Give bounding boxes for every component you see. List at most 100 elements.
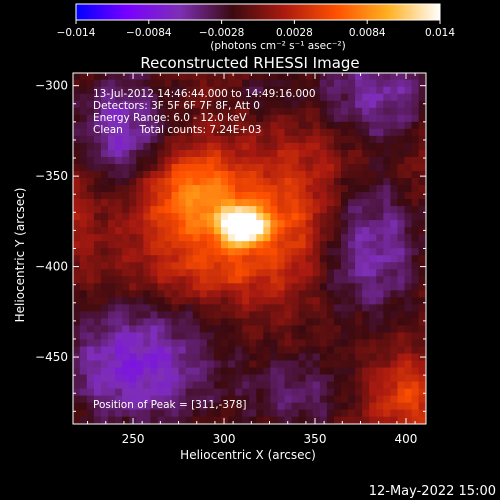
- heatmap-cell: [122, 353, 130, 362]
- heatmap-cell: [206, 163, 215, 172]
- heatmap-cell: [397, 311, 406, 319]
- heatmap-cell: [319, 276, 328, 284]
- heatmap-cell: [277, 79, 286, 88]
- heatmap-cell: [220, 388, 229, 397]
- heatmap-cell: [312, 170, 321, 179]
- heatmap-cell: [73, 374, 81, 383]
- heatmap-cell: [150, 163, 159, 172]
- heatmap-cell: [256, 360, 264, 369]
- heatmap-cell: [157, 325, 166, 334]
- heatmap-cell: [86, 381, 95, 390]
- heatmap-cell: [263, 248, 271, 256]
- heatmap-cell: [376, 409, 384, 418]
- heatmap-cell: [115, 283, 123, 291]
- heatmap-cell: [291, 121, 300, 130]
- heatmap-cell: [100, 170, 109, 179]
- heatmap-cell: [340, 73, 349, 81]
- heatmap-cell: [249, 128, 257, 137]
- heatmap-cell: [228, 220, 236, 228]
- heatmap-cell: [242, 163, 250, 172]
- heatmap-cell: [213, 297, 222, 305]
- heatmap-cell: [192, 192, 201, 200]
- heatmap-cell: [235, 100, 243, 109]
- heatmap-cell: [129, 149, 137, 158]
- heatmap-cell: [178, 276, 187, 284]
- heatmap-cell: [157, 283, 166, 291]
- heatmap-cell: [122, 121, 130, 130]
- heatmap-cell: [185, 388, 194, 397]
- heatmap-cell: [390, 332, 399, 341]
- heatmap-cell: [157, 93, 166, 102]
- heatmap-cell: [178, 325, 187, 334]
- heatmap-cell: [157, 318, 166, 327]
- heatmap-cell: [242, 79, 250, 88]
- heatmap-cell: [277, 192, 286, 200]
- heatmap-cell: [86, 121, 95, 130]
- heatmap-cell: [108, 297, 116, 305]
- heatmap-cell: [220, 395, 229, 404]
- heatmap-cell: [284, 114, 293, 123]
- heatmap-cell: [235, 248, 243, 256]
- heatmap-cell: [206, 170, 215, 179]
- heatmap-cell: [143, 121, 151, 130]
- heatmap-cell: [228, 163, 236, 172]
- heatmap-cell: [199, 339, 208, 348]
- heatmap-cell: [164, 156, 173, 165]
- heatmap-cell: [79, 170, 88, 179]
- heatmap-cell: [164, 262, 173, 270]
- heatmap-cell: [411, 121, 420, 130]
- heatmap-cell: [348, 290, 356, 298]
- heatmap-cell: [206, 276, 215, 284]
- heatmap-cell: [256, 93, 264, 102]
- heatmap-cell: [185, 227, 194, 235]
- heatmap-cell: [397, 149, 406, 158]
- heatmap-cell: [277, 86, 286, 95]
- heatmap-cell: [150, 199, 159, 207]
- peak-position-label: Position of Peak = [311,-378]: [93, 399, 247, 411]
- heatmap-cell: [249, 339, 257, 348]
- heatmap-cell: [298, 283, 307, 291]
- heatmap-cell: [376, 107, 384, 116]
- heatmap-cell: [73, 227, 81, 235]
- heatmap-cell: [270, 149, 279, 158]
- heatmap-cell: [213, 304, 222, 312]
- heatmap-cell: [270, 367, 279, 376]
- heatmap-cell: [108, 93, 116, 102]
- heatmap-cell: [122, 135, 130, 144]
- heatmap-cell: [73, 346, 81, 355]
- heatmap-cell: [277, 395, 286, 404]
- heatmap-cell: [362, 93, 370, 102]
- heatmap-cell: [242, 149, 250, 158]
- heatmap-cell: [249, 178, 257, 186]
- heatmap-cell: [333, 163, 342, 172]
- heatmap-cell: [383, 206, 391, 214]
- colorbar: [76, 4, 440, 20]
- heatmap-cell: [362, 199, 370, 207]
- heatmap-cell: [235, 93, 243, 102]
- heatmap-cell: [256, 241, 264, 249]
- heatmap-cell: [228, 402, 236, 411]
- heatmap-cell: [171, 381, 180, 390]
- heatmap-cell: [178, 416, 187, 424]
- heatmap-cell: [178, 79, 187, 88]
- colorbar-frame: [75, 3, 441, 21]
- heatmap-cell: [291, 128, 300, 137]
- heatmap-cell: [376, 185, 384, 193]
- heatmap-cell: [143, 100, 151, 109]
- heatmap-cell: [383, 234, 391, 242]
- heatmap-cell: [143, 416, 151, 424]
- heatmap-cell: [305, 73, 314, 81]
- heatmap-cell: [157, 135, 166, 144]
- heatmap-cell: [404, 353, 413, 362]
- heatmap-cell: [86, 318, 95, 327]
- heatmap-cell: [270, 304, 279, 312]
- heatmap-cell: [256, 79, 264, 88]
- heatmap-cell: [129, 86, 137, 95]
- heatmap-cell: [206, 213, 215, 221]
- heatmap-cell: [143, 402, 151, 411]
- heatmap-cell: [319, 248, 328, 256]
- heatmap-cell: [157, 156, 166, 165]
- heatmap-cell: [79, 290, 88, 298]
- heatmap-cell: [73, 206, 81, 214]
- heatmap-cell: [249, 416, 257, 424]
